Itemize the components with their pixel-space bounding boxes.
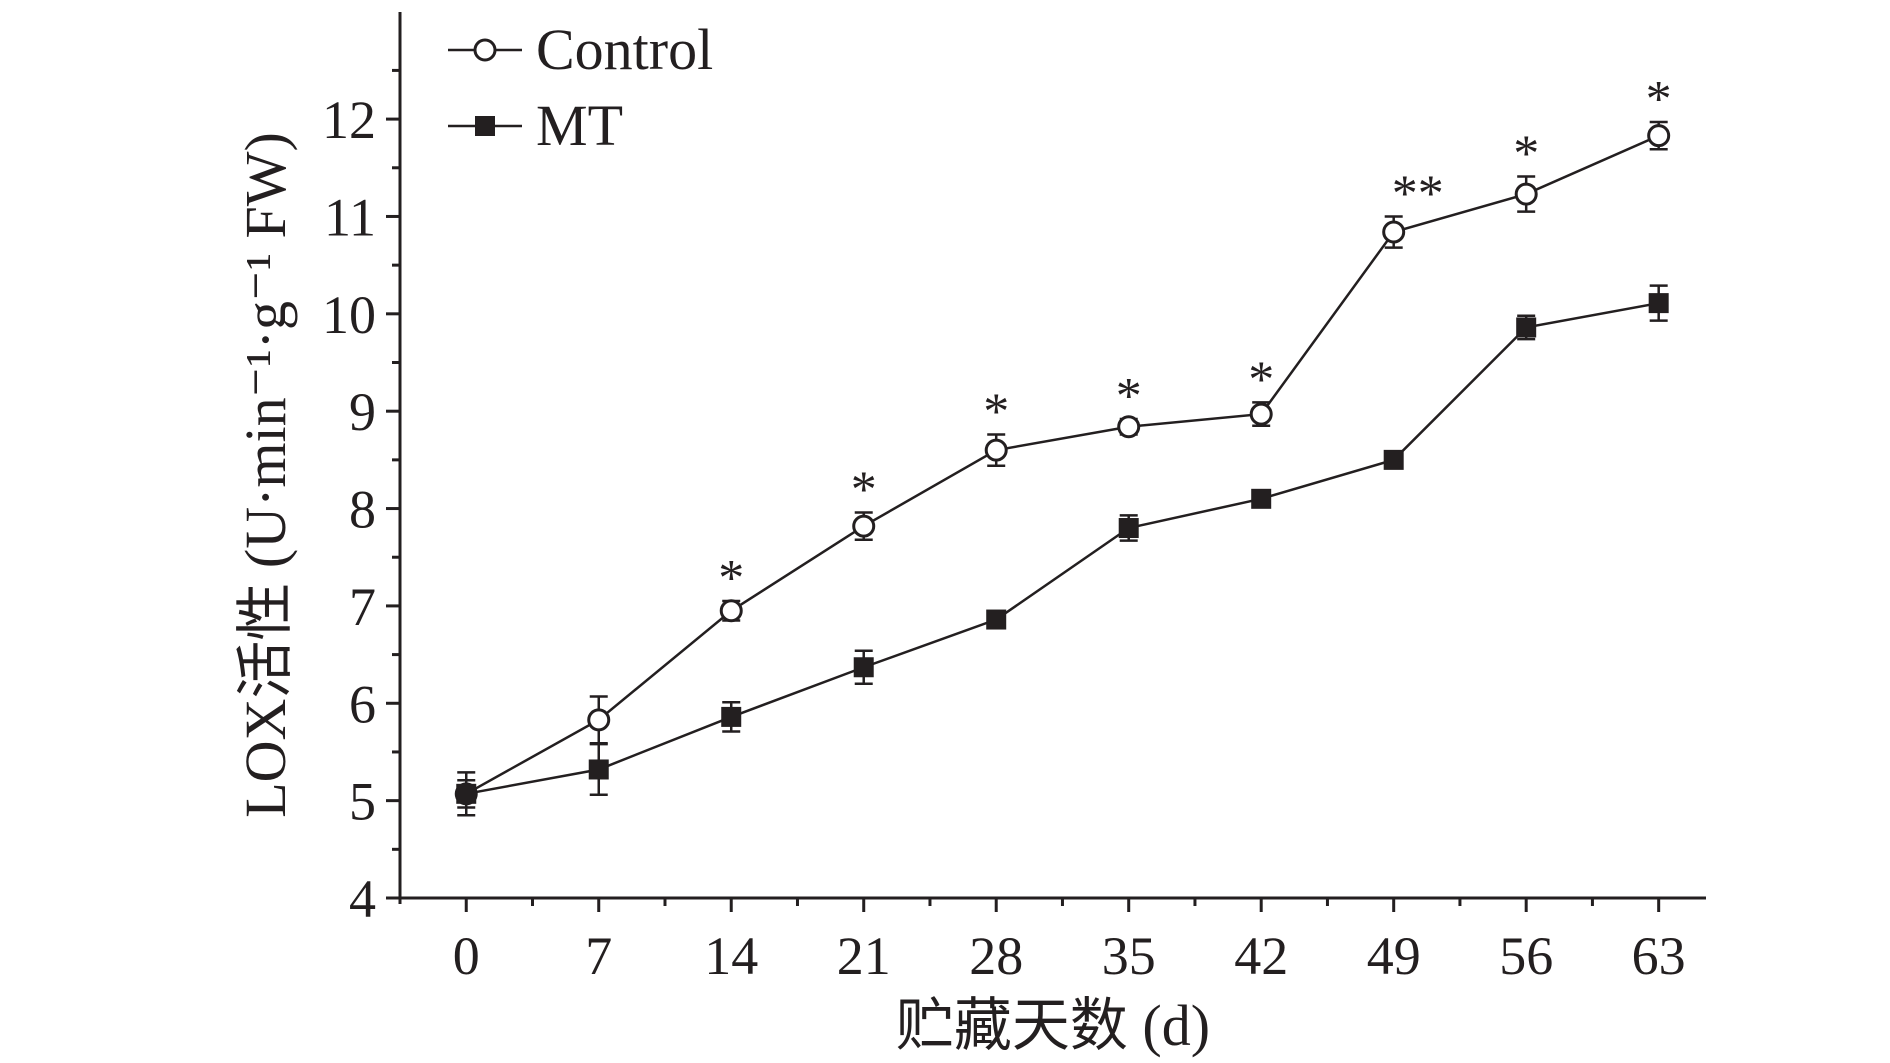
data-point — [721, 706, 742, 727]
x-tick-label: 28 — [969, 926, 1023, 986]
legend: Control MT — [448, 17, 713, 158]
y-axis-label: LOX活性 (U·min⁻¹·g⁻¹ FW) — [233, 132, 298, 818]
y-tick-label: 8 — [349, 480, 376, 540]
series-mt — [456, 284, 1669, 809]
data-point — [1382, 220, 1406, 244]
data-point — [852, 514, 876, 538]
x-tick-label: 7 — [585, 926, 612, 986]
series-line — [466, 301, 1659, 796]
data-point — [853, 657, 874, 678]
legend-item-control: Control — [448, 17, 713, 82]
x-tick-label: 63 — [1632, 926, 1686, 986]
data-point — [1249, 402, 1273, 426]
x-axis-label: 贮藏天数 (d) — [896, 993, 1210, 1058]
data-point — [1117, 415, 1141, 439]
significance-mark: * — [1646, 71, 1672, 128]
data-point — [719, 599, 743, 623]
data-point — [1383, 449, 1404, 470]
data-point — [588, 759, 609, 780]
y-tick-label: 10 — [322, 285, 376, 345]
data-point — [587, 708, 611, 732]
series-control — [454, 120, 1671, 817]
data-point — [1251, 488, 1272, 509]
data-point — [1647, 124, 1671, 148]
data-point — [1514, 182, 1538, 206]
x-tick-label: 14 — [704, 926, 758, 986]
significance-mark: ** — [1392, 165, 1444, 222]
x-tick-label: 56 — [1499, 926, 1553, 986]
x-tick-label: 35 — [1102, 926, 1156, 986]
x-tick-label: 0 — [453, 926, 480, 986]
legend-label: MT — [536, 93, 623, 158]
significance-mark: * — [1116, 368, 1142, 425]
series-line — [465, 134, 1660, 795]
y-tick-label: 6 — [349, 674, 376, 734]
y-tick-label: 4 — [349, 869, 376, 929]
axes — [398, 12, 1706, 904]
significance-mark: * — [983, 384, 1009, 441]
x-tick-label: 42 — [1234, 926, 1288, 986]
significance-mark: * — [718, 550, 744, 607]
significance-mark: * — [1248, 351, 1274, 408]
y-tick-label: 11 — [324, 187, 376, 247]
y-tick-label: 5 — [349, 772, 376, 832]
data-point — [456, 783, 477, 804]
x-tick-label: 21 — [837, 926, 891, 986]
data-point — [1118, 518, 1139, 539]
y-tick-label: 7 — [349, 577, 376, 637]
data-series — [454, 120, 1671, 817]
y-tick-label: 12 — [322, 90, 376, 150]
legend-item-mt: MT — [448, 93, 623, 158]
legend-label: Control — [536, 17, 713, 82]
data-point — [986, 609, 1007, 630]
data-point — [984, 438, 1008, 462]
legend-marker — [475, 116, 495, 136]
significance-annotations: *** * ***** — [718, 71, 1671, 607]
x-tick-label: 49 — [1367, 926, 1421, 986]
significance-mark: * — [1513, 126, 1539, 183]
legend-marker — [473, 38, 497, 62]
y-tick-label: 9 — [349, 382, 376, 442]
data-point — [1516, 317, 1537, 338]
significance-mark: * — [851, 461, 877, 518]
data-point — [1648, 293, 1669, 314]
